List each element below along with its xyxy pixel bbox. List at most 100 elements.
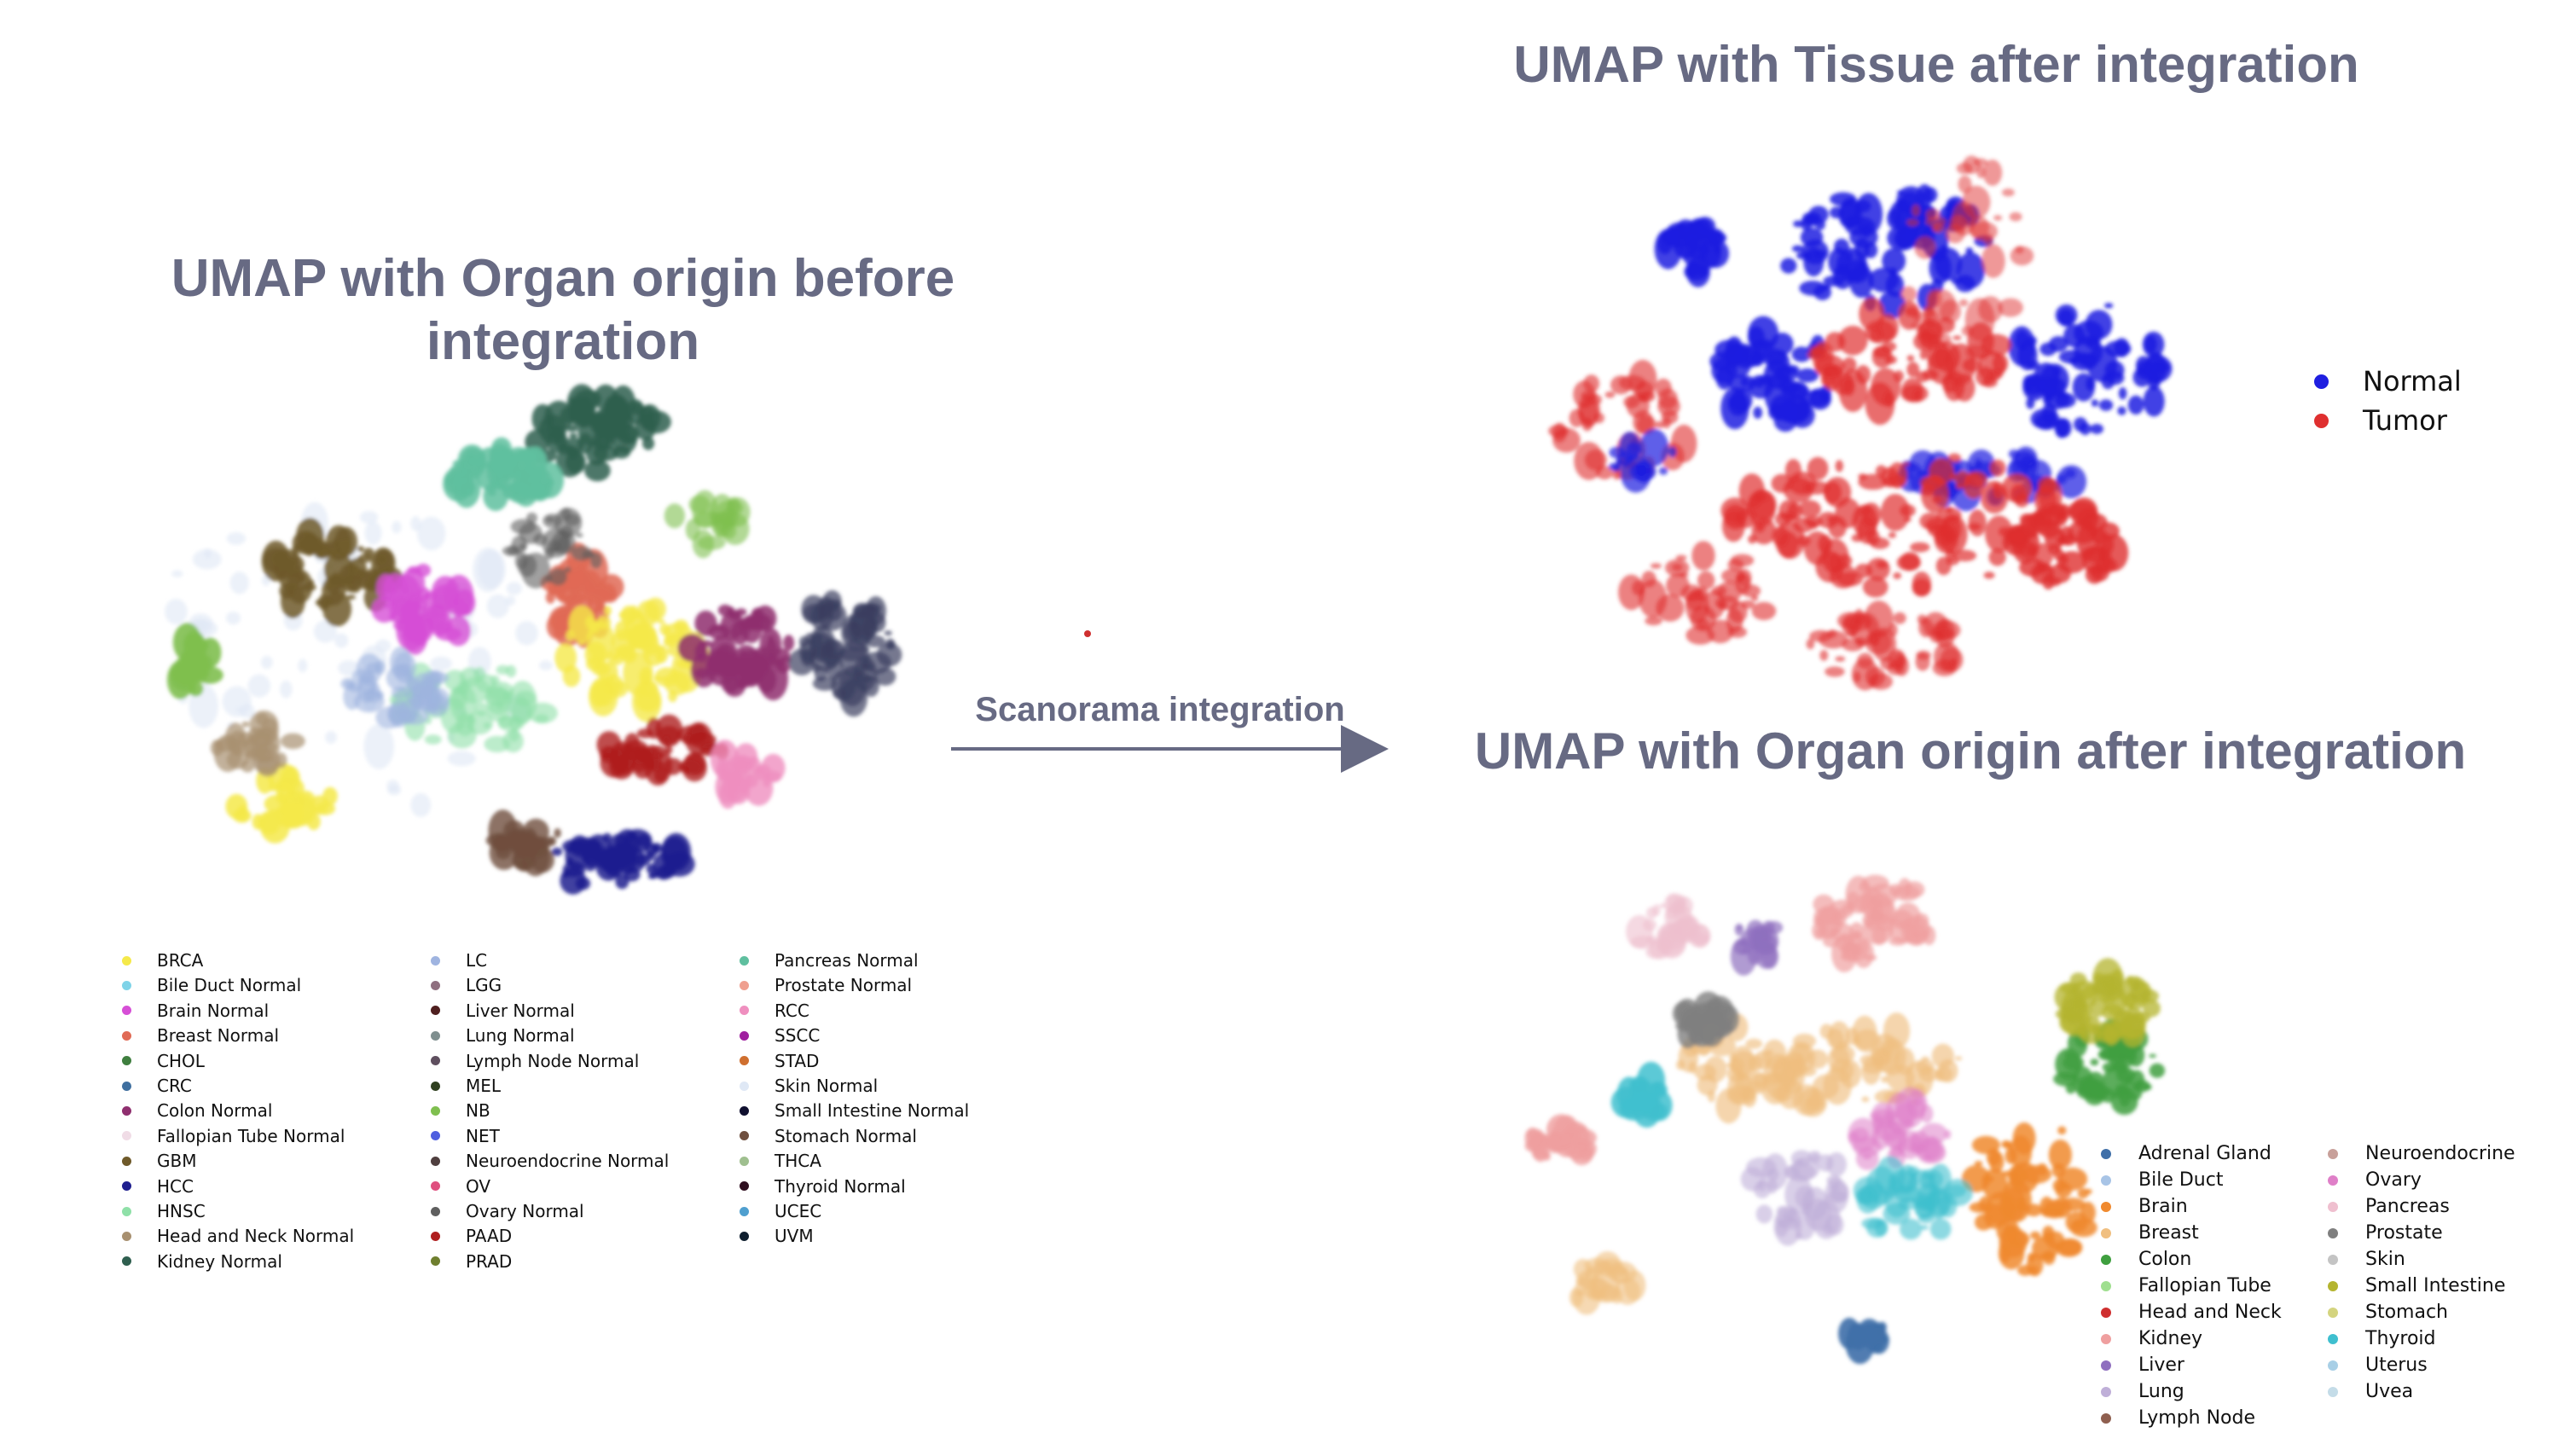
cell-cluster-mark bbox=[2072, 373, 2095, 402]
cell-cluster-mark bbox=[2002, 1224, 2017, 1238]
legend-label: Colon bbox=[2138, 1249, 2192, 1270]
cell-cluster-mark bbox=[1847, 625, 1857, 637]
cell-cluster-mark bbox=[392, 520, 402, 534]
cell-cluster-mark bbox=[526, 512, 538, 524]
cell-cluster-mark bbox=[1890, 1175, 1900, 1184]
cell-cluster-mark bbox=[322, 591, 352, 627]
legend-marker bbox=[740, 1081, 749, 1091]
cell-cluster-mark bbox=[594, 678, 615, 707]
cell-cluster-mark bbox=[569, 432, 577, 438]
legend-item: Head and Neck bbox=[2101, 1302, 2282, 1323]
cell-cluster-mark bbox=[2087, 1015, 2101, 1035]
cell-cluster-mark bbox=[1731, 387, 1753, 413]
cell-cluster-mark bbox=[1888, 531, 1896, 539]
legend-item: STAD bbox=[740, 1051, 819, 1071]
cell-cluster-mark bbox=[422, 594, 430, 600]
cell-cluster-mark bbox=[2117, 406, 2126, 415]
cell-cluster-mark bbox=[1874, 1219, 1888, 1237]
legend-item: CRC bbox=[122, 1076, 192, 1096]
legend-item: OV bbox=[431, 1176, 490, 1197]
cell-cluster-mark bbox=[2149, 1063, 2166, 1078]
cell-cluster-mark bbox=[566, 629, 575, 641]
cell-cluster-mark bbox=[1610, 375, 1632, 395]
legend-marker bbox=[122, 1105, 131, 1116]
legend-marker bbox=[122, 1081, 131, 1091]
legend-label: STAD bbox=[775, 1050, 820, 1071]
umap-before-title: UMAP with Organ origin before integratio… bbox=[171, 249, 955, 372]
legend-marker bbox=[2101, 1174, 2111, 1186]
cell-cluster-mark bbox=[2091, 399, 2098, 407]
cell-cluster-mark bbox=[734, 743, 758, 771]
cell-cluster-mark bbox=[1915, 1058, 1935, 1075]
cell-cluster-mark bbox=[572, 397, 587, 409]
legend-label: Breast bbox=[2138, 1222, 2199, 1244]
cell-cluster-mark bbox=[2002, 188, 2015, 197]
cell-cluster-mark bbox=[1919, 328, 1933, 349]
cell-cluster-mark bbox=[1849, 1322, 1865, 1337]
cell-cluster-mark bbox=[1740, 948, 1751, 955]
legend-label: Fallopian Tube Normal bbox=[157, 1125, 345, 1146]
legend-marker bbox=[2101, 1360, 2111, 1371]
cell-cluster-mark bbox=[466, 488, 474, 495]
cell-cluster-mark bbox=[677, 634, 706, 662]
cell-cluster-mark bbox=[359, 511, 379, 524]
cell-cluster-mark bbox=[1921, 484, 1935, 496]
cell-cluster-mark bbox=[1679, 572, 1689, 577]
cell-cluster-mark bbox=[426, 603, 448, 632]
cell-cluster-mark bbox=[1906, 1166, 1920, 1178]
cell-cluster-mark bbox=[632, 403, 644, 415]
cell-cluster-mark bbox=[547, 836, 557, 846]
legend-item: Fallopian Tube Normal bbox=[122, 1126, 345, 1146]
cell-cluster-mark bbox=[466, 453, 477, 468]
cell-cluster-mark bbox=[1926, 289, 1957, 322]
cell-cluster-mark bbox=[1737, 1070, 1745, 1082]
cell-cluster-mark bbox=[492, 456, 522, 492]
cell-cluster-mark bbox=[1851, 658, 1879, 691]
cell-cluster-mark bbox=[1974, 1161, 1983, 1167]
cell-cluster-mark bbox=[1919, 350, 1928, 360]
cell-cluster-mark bbox=[1837, 325, 1868, 356]
cell-cluster-mark bbox=[430, 656, 453, 671]
cell-cluster-mark bbox=[2098, 399, 2114, 411]
legend-label: Lung Normal bbox=[466, 1025, 575, 1047]
cell-cluster-mark bbox=[484, 735, 511, 753]
cell-cluster-mark bbox=[1981, 377, 1998, 388]
cell-cluster-mark bbox=[2139, 989, 2160, 1003]
cell-cluster-mark bbox=[1862, 1063, 1883, 1075]
cell-cluster-mark bbox=[1655, 378, 1672, 397]
legend-item: Uvea bbox=[2328, 1381, 2413, 1402]
cell-cluster-mark bbox=[2096, 533, 2115, 556]
legend-marker bbox=[122, 1056, 131, 1066]
cell-cluster-mark bbox=[1835, 656, 1846, 662]
cell-cluster-mark bbox=[1806, 638, 1815, 650]
cell-cluster-mark bbox=[1859, 297, 1885, 331]
cell-cluster-mark bbox=[544, 400, 574, 432]
legend-item: Bile Duct Normal bbox=[122, 975, 301, 995]
legend-marker bbox=[431, 1181, 440, 1192]
cell-cluster-mark bbox=[1796, 368, 1819, 383]
cell-cluster-mark bbox=[1822, 1223, 1834, 1235]
legend-item: GBM bbox=[122, 1151, 196, 1171]
legend-label: Fallopian Tube bbox=[2138, 1275, 2271, 1296]
cell-cluster-mark bbox=[383, 603, 391, 608]
cell-cluster-mark bbox=[1842, 638, 1865, 652]
cell-cluster-mark bbox=[357, 554, 374, 563]
cell-cluster-mark bbox=[1796, 252, 1812, 260]
cell-cluster-mark bbox=[453, 602, 472, 617]
legend-label: Lung bbox=[2138, 1381, 2184, 1402]
cell-cluster-mark bbox=[1811, 389, 1819, 394]
cell-cluster-mark bbox=[2065, 1014, 2075, 1021]
legend-marker bbox=[431, 1056, 440, 1066]
legend-marker bbox=[2101, 1386, 2111, 1397]
legend-marker bbox=[740, 1231, 749, 1241]
cell-cluster-mark bbox=[564, 566, 571, 573]
legend-label: Uterus bbox=[2365, 1354, 2428, 1376]
cell-cluster-mark bbox=[641, 410, 671, 434]
cell-cluster-mark bbox=[2011, 523, 2039, 564]
cell-cluster-mark bbox=[620, 847, 647, 873]
cell-cluster-mark bbox=[280, 680, 293, 699]
cell-cluster-mark bbox=[2012, 1122, 2036, 1155]
cell-cluster-mark bbox=[1703, 589, 1726, 619]
cell-cluster-mark bbox=[1929, 252, 1952, 285]
cell-cluster-mark bbox=[171, 570, 183, 577]
